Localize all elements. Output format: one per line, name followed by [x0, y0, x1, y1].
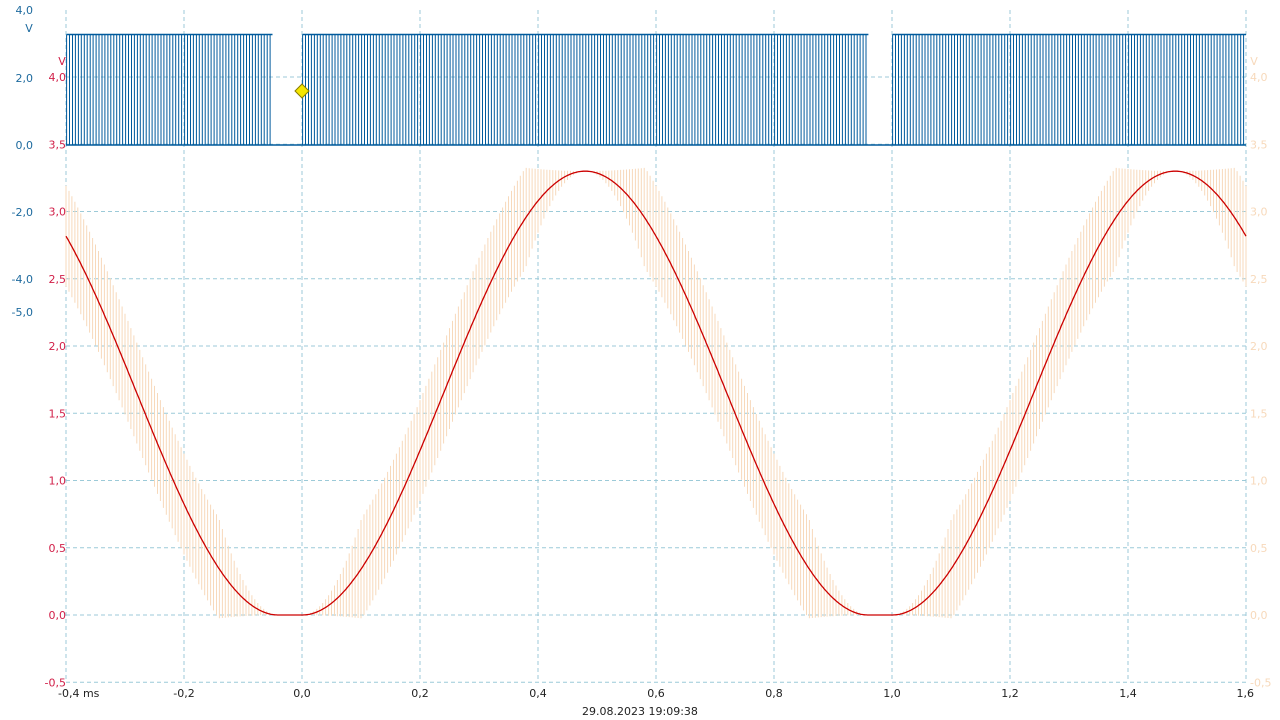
time-tick-label: -0,2: [173, 687, 194, 700]
analog-tick-label: 3,5: [49, 138, 67, 151]
analog-right-tick-label: 1,5: [1250, 407, 1268, 420]
analog-right-tick-label: 2,5: [1250, 273, 1268, 286]
analog-axis: 4,0 3,5 3,0 2,5 2,0 1,5 1,0 0,5 0,0 -0,5 V: [45, 55, 67, 689]
digital-tick-label: -5,0: [12, 306, 33, 319]
pulse-edges: [66, 34, 1245, 145]
time-tick-label: 0,2: [411, 687, 429, 700]
analog-tick-label: -0,5: [45, 676, 66, 689]
time-tick-label: 1,2: [1001, 687, 1019, 700]
analog-right-tick-label: -0,5: [1250, 676, 1271, 689]
analog-tick-label: 4,0: [49, 71, 67, 84]
analog-tick-label: 2,5: [49, 273, 67, 286]
analog-right-tick-label: 3,5: [1250, 138, 1268, 151]
analog-tick-label: 1,0: [49, 475, 67, 488]
time-tick-label: -0,4 ms: [58, 687, 100, 700]
time-tick-label: 1,4: [1119, 687, 1137, 700]
trigger-marker[interactable]: [294, 83, 310, 99]
analog-right-tick-label: 0,0: [1250, 609, 1268, 622]
time-tick-label: 1,0: [883, 687, 901, 700]
digital-tick-label: -4,0: [12, 273, 33, 286]
digital-tick-label: -2,0: [12, 206, 33, 219]
analog-axis-right: 4,0 3,5 3,0 2,5 2,0 1,5 1,0 0,5 0,0 -0,5 V: [1250, 55, 1271, 689]
smoothed-output-trace: [65, 170, 1247, 616]
time-axis: -0,4 ms -0,2 0,0 0,2 0,4 0,6 0,8 1,0 1,2 1,4 1,6: [58, 687, 1254, 700]
analog-right-tick-label: 1,0: [1250, 475, 1268, 488]
analog-right-tick-label: 2,0: [1250, 340, 1268, 353]
analog-tick-label: 0,5: [49, 542, 67, 555]
digital-axis: 4,0 2,0 0,0 -2,0 -4,0 -5,0 V: [12, 4, 34, 319]
digital-tick-label: 2,0: [16, 72, 34, 85]
analog-right-tick-label: 0,5: [1250, 542, 1268, 555]
analog-right-tick-label: 3,0: [1250, 206, 1268, 219]
trigger-diamond-icon[interactable]: [294, 83, 310, 99]
digital-tick-label: 0,0: [16, 139, 34, 152]
digital-tick-label: 4,0: [16, 4, 34, 17]
time-tick-label: 0,0: [293, 687, 311, 700]
time-tick-label: 1,6: [1237, 687, 1255, 700]
analog-unit-label: V: [58, 55, 66, 68]
analog-tick-label: 0,0: [49, 609, 67, 622]
analog-right-tick-label: 4,0: [1250, 71, 1268, 84]
capture-timestamp: 29.08.2023 19:09:38: [582, 705, 698, 718]
time-tick-label: 0,6: [647, 687, 665, 700]
digital-unit-label: V: [25, 22, 33, 35]
time-tick-label: 0,8: [765, 687, 783, 700]
analog-tick-label: 2,0: [49, 340, 67, 353]
analog-right-unit-label: V: [1250, 55, 1258, 68]
time-tick-label: 0,4: [529, 687, 547, 700]
analog-tick-label: 1,5: [49, 407, 67, 420]
analog-tick-label: 3,0: [49, 206, 67, 219]
digital-pwm-trace: [66, 33, 1246, 146]
smoothed-line: [65, 170, 1247, 616]
